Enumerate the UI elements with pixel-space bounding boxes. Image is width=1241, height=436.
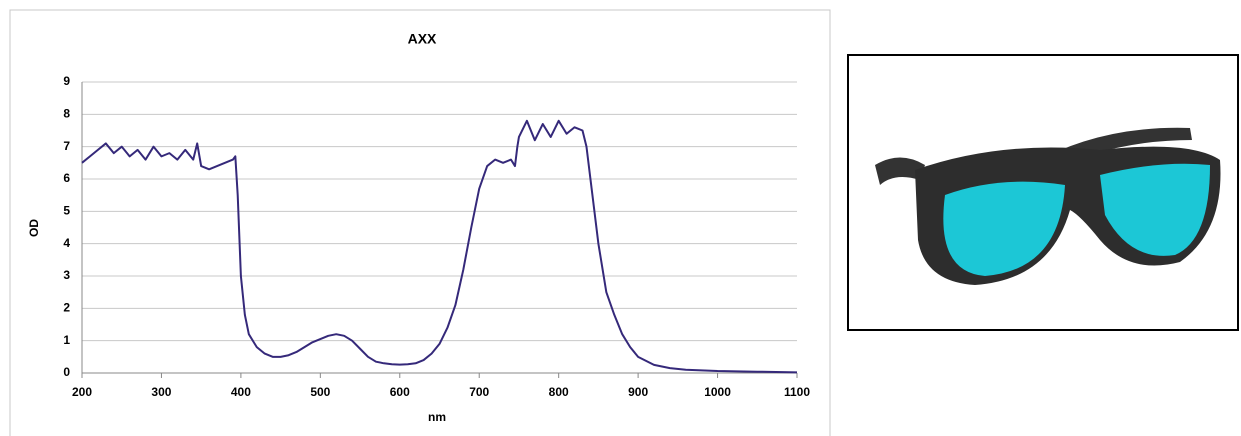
x-tick-label: 900 xyxy=(628,385,648,399)
y-tick-label: 9 xyxy=(63,74,70,88)
y-tick-label: 1 xyxy=(63,333,70,347)
y-tick-label: 6 xyxy=(63,171,70,185)
y-tick-label: 0 xyxy=(63,365,70,379)
y-tick-label: 3 xyxy=(63,268,70,282)
chart-title: AXX xyxy=(408,31,437,47)
temple-right xyxy=(1030,127,1192,175)
y-tick-label: 4 xyxy=(63,236,70,250)
x-tick-label: 800 xyxy=(549,385,569,399)
lens-left xyxy=(943,181,1065,276)
x-axis-label: nm xyxy=(428,410,446,424)
x-tick-label: 1000 xyxy=(704,385,731,399)
x-tick-label: 1100 xyxy=(784,385,810,399)
y-tick-label: 8 xyxy=(63,107,70,121)
plot-area: 0 1 2 3 4 5 6 7 8 9 200 300 400 500 600 700 800 900 1000 11… xyxy=(63,74,810,399)
x-tick-label: 700 xyxy=(469,385,489,399)
goggles-photo xyxy=(847,54,1239,331)
data-line xyxy=(81,119,798,374)
y-tick-label: 5 xyxy=(63,204,70,218)
x-tick-label: 600 xyxy=(390,385,410,399)
x-tick-label: 200 xyxy=(72,385,92,399)
x-tick-label: 500 xyxy=(310,385,330,399)
x-tick-label: 300 xyxy=(151,385,171,399)
x-tick-label: 400 xyxy=(231,385,251,399)
temple-left xyxy=(875,157,925,185)
y-tick-label: 7 xyxy=(63,139,70,153)
lens-right xyxy=(1100,163,1210,256)
y-tick-label: 2 xyxy=(63,301,70,315)
y-axis-label: OD xyxy=(27,219,41,237)
chart-frame xyxy=(9,9,831,436)
